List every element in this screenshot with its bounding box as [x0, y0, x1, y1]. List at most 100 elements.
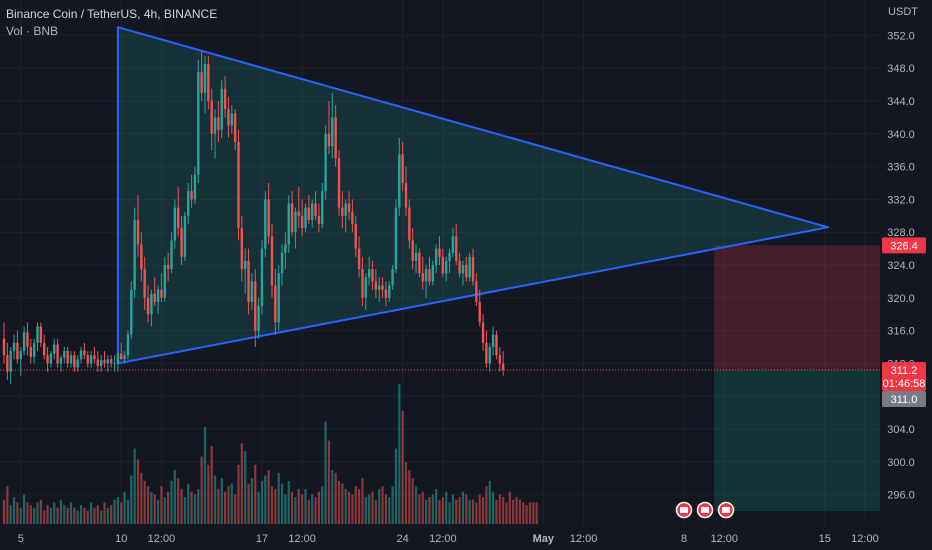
time-tick-label: 12:00 [148, 533, 176, 545]
candle-body [455, 236, 458, 261]
candle-body [103, 360, 106, 364]
candle-body [381, 285, 384, 290]
time-tick-label: 24 [397, 533, 409, 545]
time-tick-label: 12:00 [710, 533, 738, 545]
last-price-tag-bg [882, 361, 926, 391]
event-flag-icon-inner [701, 507, 709, 513]
volume-bar [505, 502, 508, 524]
volume-bar [512, 499, 515, 524]
candle-body [404, 183, 408, 208]
volume-bar [177, 478, 180, 524]
candle-body [321, 191, 324, 224]
volume-bar [170, 480, 173, 524]
volume-bar [324, 421, 327, 524]
candle-body [99, 360, 103, 366]
candle-body [351, 211, 354, 224]
candle-body [2, 338, 6, 356]
candle-body [76, 359, 79, 368]
volume-bar [280, 483, 284, 524]
candle-body [73, 355, 76, 368]
volume-bar [391, 486, 394, 524]
volume-bar [425, 499, 428, 524]
candle-body [347, 203, 351, 212]
candle-body [19, 351, 22, 360]
candle-body [56, 344, 59, 364]
time-tick-label: 8 [681, 533, 687, 545]
volume-bar [361, 478, 364, 524]
volume-bar [234, 494, 237, 524]
volume-bar [522, 502, 525, 524]
volume-bar [478, 494, 481, 524]
price-axis-unit[interactable]: USDT [888, 6, 918, 18]
volume-bar [69, 502, 73, 524]
volume-bar [431, 494, 434, 524]
candle-body [287, 203, 290, 245]
candle-body [210, 101, 213, 134]
time-tick-label: 12:00 [570, 533, 598, 545]
price-tick-label: 320.0 [887, 293, 915, 305]
volume-bar [26, 502, 29, 524]
candle-body [280, 252, 284, 274]
volume-bar [495, 499, 498, 524]
volume-bar [180, 489, 183, 524]
volume-bar [187, 483, 190, 524]
volume-bar [301, 494, 304, 524]
volume-bar [46, 505, 49, 524]
volume-bar [93, 507, 96, 524]
volume-bar [311, 494, 314, 524]
volume-bar [193, 494, 197, 524]
candle-body [277, 273, 280, 323]
candle-body [434, 248, 438, 265]
volume-bar [498, 494, 501, 524]
candle-body [304, 207, 307, 229]
candle-body [317, 215, 321, 224]
candle-body [394, 207, 398, 270]
volume-bar [351, 494, 354, 524]
volume-bar [203, 427, 207, 524]
symbol-title[interactable]: Binance Coin / TetherUS, 4h, BINANCE [6, 7, 218, 21]
candle-body [150, 293, 153, 315]
candle-body [43, 342, 46, 356]
volume-bar [475, 502, 478, 524]
volume-bar [200, 456, 203, 524]
candle-body [491, 334, 495, 347]
volume-bar [488, 480, 491, 524]
volume-bar [96, 505, 99, 524]
candle-body [324, 133, 327, 192]
volume-bar [260, 480, 264, 524]
candle-body [274, 285, 277, 323]
volume-bar [217, 489, 220, 524]
volume-bar [140, 472, 143, 524]
volume-bar [334, 472, 337, 524]
volume-bar [53, 502, 56, 524]
price-tick-label: 336.0 [887, 162, 915, 174]
candle-body [130, 289, 133, 335]
volume-bar [183, 497, 186, 524]
volume-bar [126, 499, 130, 524]
volume-bar [414, 486, 418, 524]
volume-bar [173, 470, 176, 524]
volume-bar [2, 499, 6, 524]
position-price-tag: 311.0 [891, 394, 918, 406]
candle-body [290, 203, 294, 233]
candle-body [153, 293, 156, 302]
candle-body [501, 363, 505, 370]
time-tick-label: 12:00 [288, 533, 316, 545]
time-tick-label: 5 [18, 533, 24, 545]
candle-body [334, 117, 337, 159]
volume-bar [267, 470, 270, 524]
volume-bar [76, 510, 79, 524]
candle-body [227, 109, 230, 126]
volume-bar [468, 499, 471, 524]
volume-bar [492, 491, 495, 524]
volume-bar [153, 494, 156, 524]
candle-body [9, 351, 12, 372]
price-tick-label: 300.0 [887, 457, 915, 469]
volume-indicator-label[interactable]: Vol · BNB [6, 24, 59, 38]
last-price-tag: 311.2 [891, 365, 918, 377]
candle-body [63, 351, 66, 358]
volume-bar [445, 491, 448, 524]
volume-bar [448, 502, 451, 524]
candle-body [244, 260, 247, 270]
